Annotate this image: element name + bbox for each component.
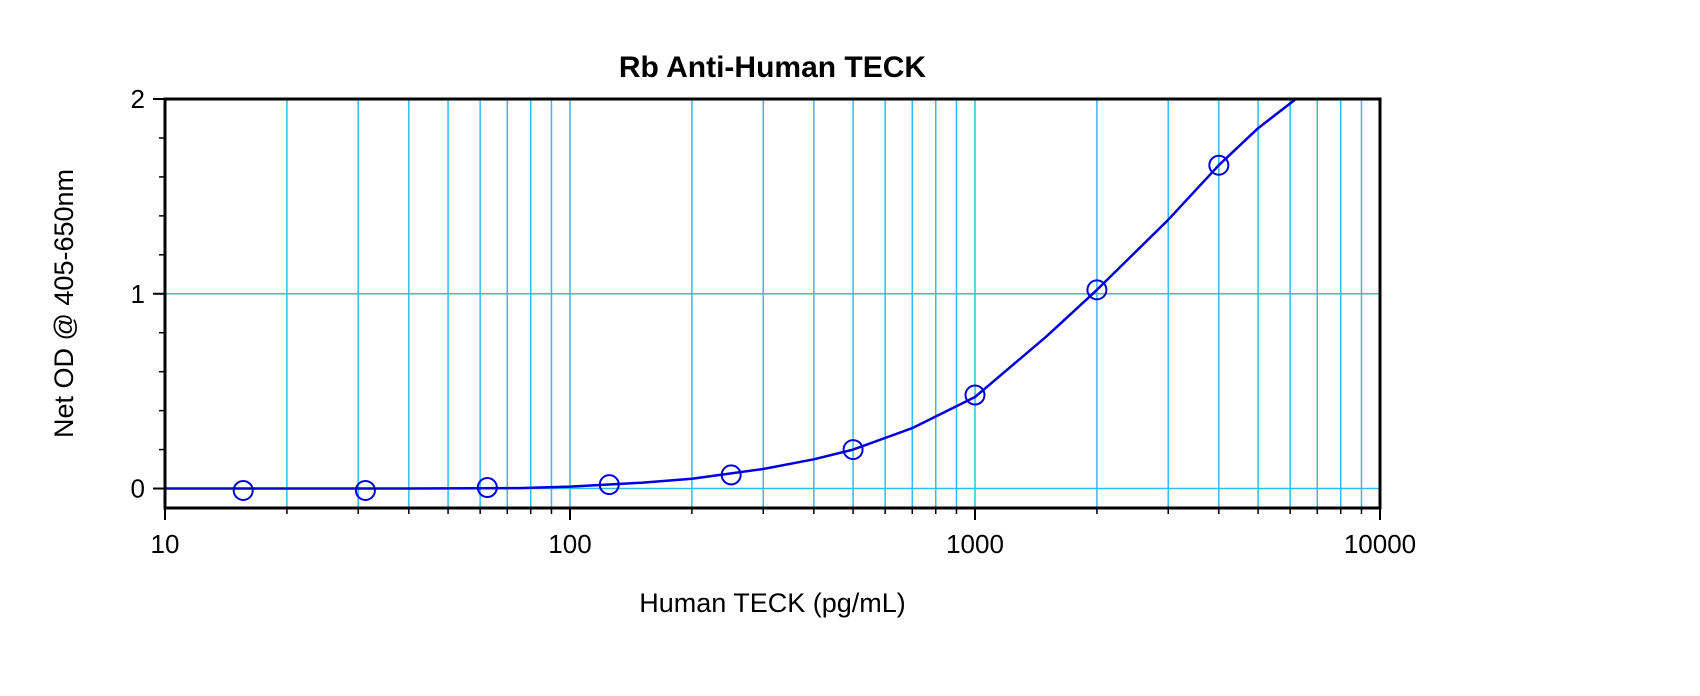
data-point: [354, 479, 376, 501]
chart-title: Rb Anti-Human TECK: [619, 51, 927, 84]
data-points: [232, 154, 1230, 501]
x-tick-label: 10000: [1344, 529, 1416, 559]
data-point: [476, 477, 498, 499]
grid: [165, 98, 1380, 508]
axis-ticks: 10 100 1000 10000 0 1 2: [131, 84, 1417, 559]
data-point: [842, 439, 864, 461]
data-point: [720, 464, 742, 486]
y-axis-label: Net OD @ 405-650nm: [49, 169, 79, 438]
x-tick-label: 1000: [946, 529, 1004, 559]
y-tick-label: 2: [131, 84, 145, 114]
plot-frame: [163, 97, 1382, 510]
fit-curve: [165, 98, 1297, 490]
x-tick-label: 10: [151, 529, 180, 559]
x-tick-label: 100: [548, 529, 591, 559]
data-point: [232, 479, 254, 501]
x-axis-label: Human TECK (pg/mL): [639, 588, 906, 618]
data-point: [1208, 154, 1230, 176]
data-point: [1086, 279, 1108, 301]
data-point: [598, 474, 620, 496]
fit-curve-group: [165, 98, 1297, 490]
y-tick-label: 0: [131, 474, 145, 504]
data-point: [964, 384, 986, 406]
y-tick-label: 1: [131, 279, 145, 309]
